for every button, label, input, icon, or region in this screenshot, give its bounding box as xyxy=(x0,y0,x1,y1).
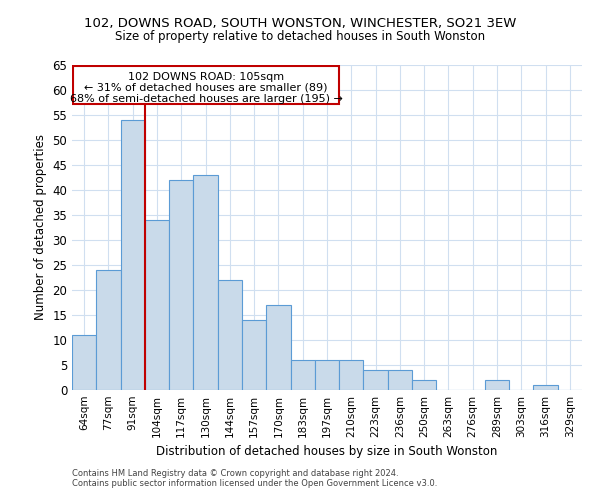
Bar xyxy=(242,320,266,390)
FancyBboxPatch shape xyxy=(73,66,339,104)
Text: 102, DOWNS ROAD, SOUTH WONSTON, WINCHESTER, SO21 3EW: 102, DOWNS ROAD, SOUTH WONSTON, WINCHEST… xyxy=(84,18,516,30)
Text: 102 DOWNS ROAD: 105sqm: 102 DOWNS ROAD: 105sqm xyxy=(128,72,284,82)
Text: 68% of semi-detached houses are larger (195) →: 68% of semi-detached houses are larger (… xyxy=(70,94,343,104)
Text: ← 31% of detached houses are smaller (89): ← 31% of detached houses are smaller (89… xyxy=(85,83,328,93)
Bar xyxy=(72,335,96,390)
Bar xyxy=(315,360,339,390)
Bar xyxy=(193,175,218,390)
Bar xyxy=(145,220,169,390)
Bar xyxy=(533,385,558,390)
Text: Contains public sector information licensed under the Open Government Licence v3: Contains public sector information licen… xyxy=(72,478,437,488)
Bar xyxy=(96,270,121,390)
Bar xyxy=(339,360,364,390)
Bar xyxy=(266,305,290,390)
Text: Contains HM Land Registry data © Crown copyright and database right 2024.: Contains HM Land Registry data © Crown c… xyxy=(72,468,398,477)
Bar xyxy=(121,120,145,390)
Y-axis label: Number of detached properties: Number of detached properties xyxy=(34,134,47,320)
Bar xyxy=(169,180,193,390)
Bar xyxy=(290,360,315,390)
Bar xyxy=(412,380,436,390)
X-axis label: Distribution of detached houses by size in South Wonston: Distribution of detached houses by size … xyxy=(157,446,497,458)
Bar xyxy=(218,280,242,390)
Bar xyxy=(364,370,388,390)
Bar xyxy=(485,380,509,390)
Bar xyxy=(388,370,412,390)
Text: Size of property relative to detached houses in South Wonston: Size of property relative to detached ho… xyxy=(115,30,485,43)
